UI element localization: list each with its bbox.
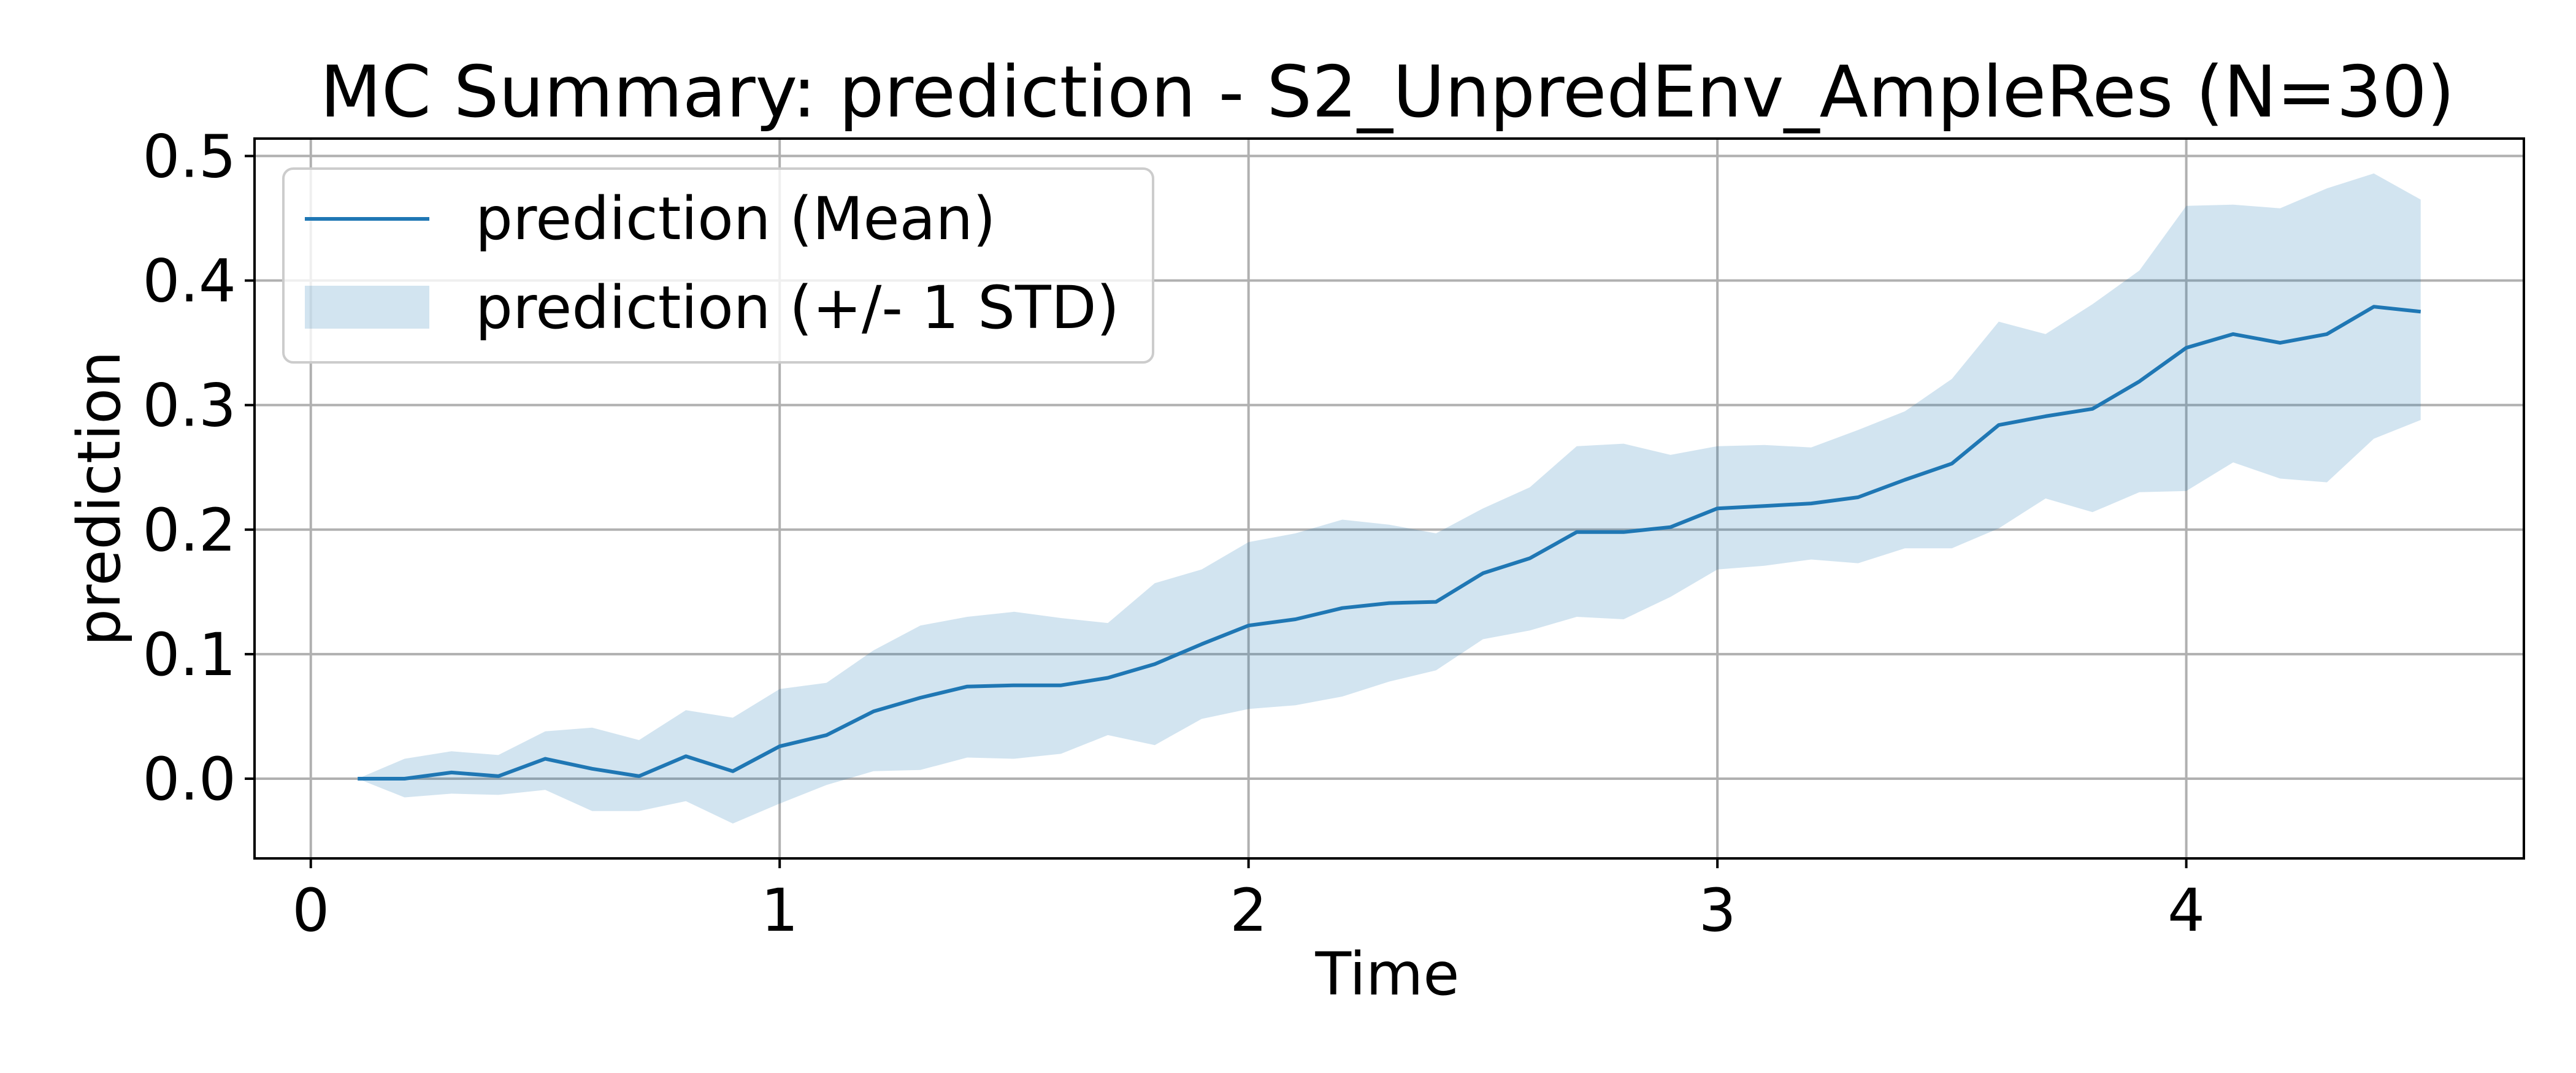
- y-axis-label: prediction: [65, 351, 134, 646]
- std-band-area: [358, 173, 2421, 824]
- legend-box: [282, 167, 1154, 364]
- y-tick-label: 0.3: [142, 372, 236, 440]
- x-axis-ticks: 0 1 2 3 4: [292, 858, 2205, 945]
- legend-std-label: prediction (+/- 1 STD): [475, 273, 1119, 342]
- plot-frame: [253, 137, 2525, 860]
- x-tick-label: 3: [1699, 876, 1736, 945]
- y-tick-label: 0.1: [142, 621, 236, 689]
- x-axis-label: Time: [1315, 940, 1460, 1009]
- y-tick-label: 0.4: [142, 247, 236, 316]
- y-tick-label: 0.0: [142, 745, 236, 814]
- y-axis-ticks: 0.0 0.1 0.2 0.3 0.4 0.5: [142, 122, 255, 814]
- x-tick-label: 1: [761, 876, 799, 945]
- x-tick-label: 0: [292, 876, 329, 945]
- std-band-layer: [358, 173, 2421, 824]
- chart-title: MC Summary: prediction - S2_UnpredEnv_Am…: [320, 51, 2455, 134]
- grid-lines: [255, 139, 2524, 858]
- mean-line: [358, 305, 2421, 781]
- mean-line-layer: [358, 305, 2421, 781]
- legend: prediction (Mean) prediction (+/- 1 STD): [282, 167, 1154, 364]
- y-tick-label: 0.5: [142, 122, 236, 191]
- y-tick-label: 0.2: [142, 496, 236, 565]
- legend-std-band-swatch: [305, 286, 429, 329]
- legend-mean-label: prediction (Mean): [475, 185, 996, 253]
- x-tick-label: 2: [1230, 876, 1267, 945]
- x-tick-label: 4: [2168, 876, 2205, 945]
